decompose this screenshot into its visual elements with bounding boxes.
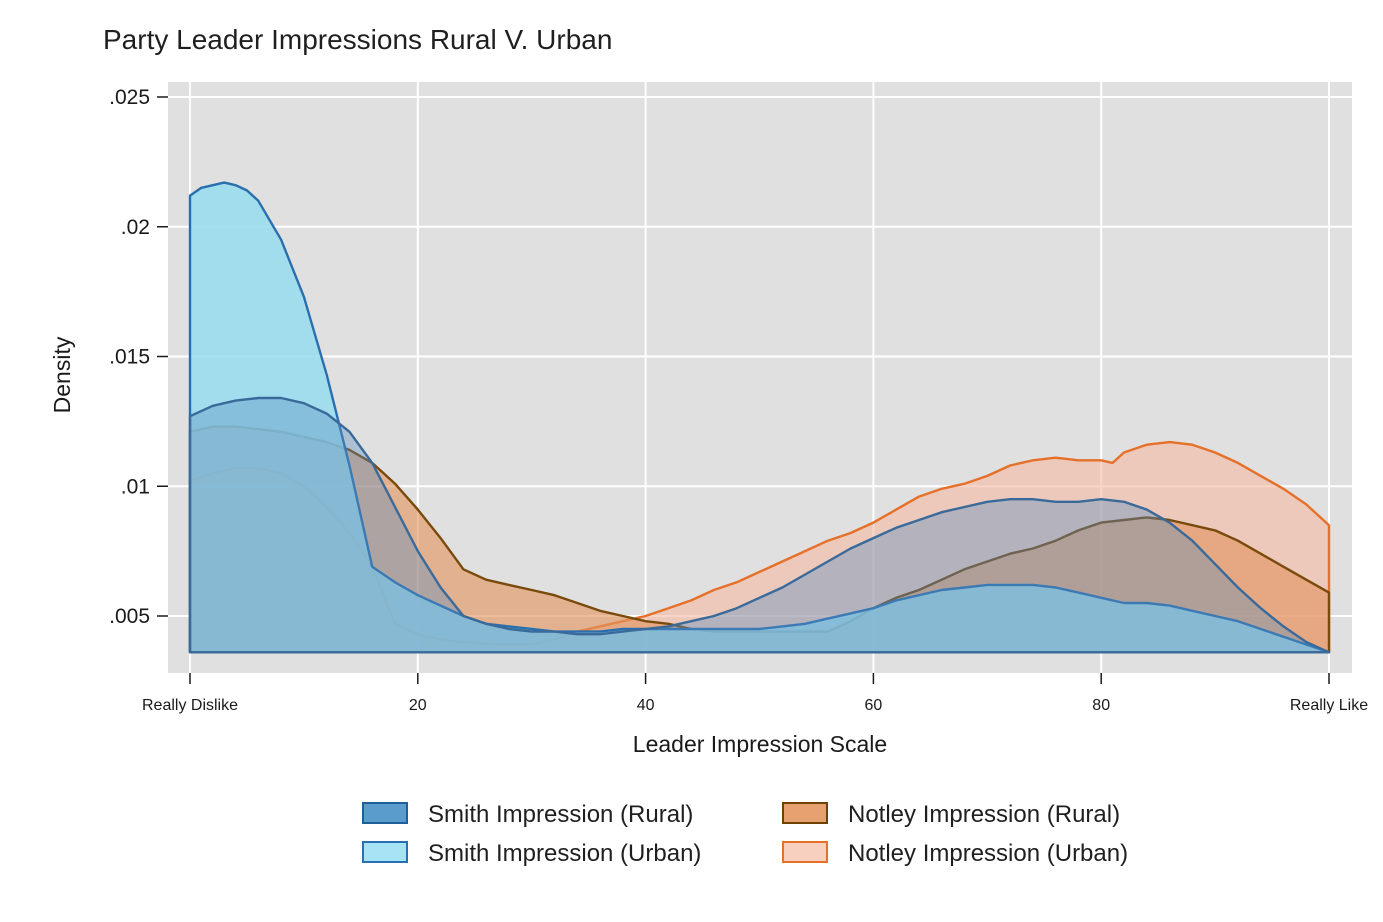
y-tick-label-1: .01 <box>121 475 150 498</box>
legend: Smith Impression (Rural) Notley Impressio… <box>362 801 1128 867</box>
x-axis-label: Leader Impression Scale <box>633 731 887 757</box>
density-area-2 <box>188 181 1331 654</box>
series-layer <box>188 181 1331 654</box>
legend-label-3: Notley Impression (Urban) <box>848 840 1128 867</box>
y-tick-label-4: .025 <box>109 86 150 109</box>
legend-label-2: Smith Impression (Urban) <box>428 840 701 867</box>
legend-swatch-2 <box>362 841 408 863</box>
y-tick-label-2: .015 <box>109 346 150 369</box>
density-area-3 <box>188 396 1331 654</box>
y-axis-label: Density <box>49 336 75 413</box>
x-tick-label-4: 80 <box>1092 697 1110 714</box>
x-tick-label-0: Really Dislike <box>142 697 238 714</box>
x-tick-label-3: 60 <box>865 697 883 714</box>
y-tick-label-0: .005 <box>109 605 150 628</box>
x-tick-label-2: 40 <box>637 697 655 714</box>
legend-swatch-1 <box>782 802 828 824</box>
y-tick-label-3: .02 <box>121 216 150 239</box>
x-tick-label-5: Really Like <box>1290 697 1368 714</box>
chart-title: Party Leader Impressions Rural V. Urban <box>103 24 612 55</box>
legend-swatch-0 <box>362 802 408 824</box>
legend-label-0: Smith Impression (Rural) <box>428 801 693 828</box>
x-tick-label-1: 20 <box>409 697 427 714</box>
legend-swatch-3 <box>782 841 828 863</box>
axes: .005 .01 .015 .02 .025 Really Dislike 20 40 60 80… <box>109 86 1368 714</box>
legend-label-1: Notley Impression (Rural) <box>848 801 1120 828</box>
